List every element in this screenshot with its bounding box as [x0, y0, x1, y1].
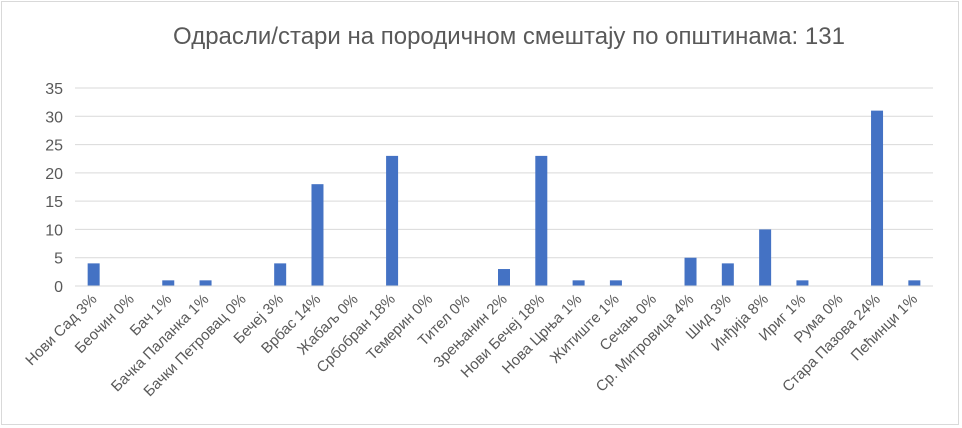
bar-12: [535, 155, 548, 286]
y-tick-label: 0: [54, 279, 63, 296]
bar-8: [386, 155, 399, 286]
bar-6: [311, 184, 324, 286]
bar-13: [572, 280, 585, 286]
y-tick-label: 20: [45, 166, 63, 183]
bar-0: [87, 263, 100, 286]
y-axis-ticks: 0 5 10 15 20 25 30 35: [45, 81, 63, 296]
bar-14: [609, 280, 622, 286]
bar-22: [908, 280, 921, 286]
bar-5: [274, 263, 287, 286]
bar-11: [498, 269, 510, 286]
bars: [87, 110, 921, 286]
y-tick-label: 10: [45, 222, 63, 239]
gridlines: [75, 87, 933, 259]
bar-18: [759, 229, 772, 286]
bar-17: [721, 263, 734, 286]
bar-16: [684, 257, 697, 286]
y-tick-label: 5: [54, 251, 63, 268]
y-tick-label: 30: [45, 109, 63, 126]
y-tick-label: 25: [45, 138, 63, 155]
bar-3: [199, 280, 212, 286]
chart-title: Одрасли/стари на породичном смештају по …: [173, 23, 845, 50]
x-axis-labels: Нови Сад 3%Беочин 0%Бач 1%Бачка Паланка …: [22, 291, 921, 400]
y-tick-label: 15: [45, 194, 63, 211]
bar-2: [162, 280, 175, 286]
y-tick-label: 35: [45, 81, 63, 98]
bar-21: [871, 110, 884, 286]
bar-19: [796, 280, 809, 286]
